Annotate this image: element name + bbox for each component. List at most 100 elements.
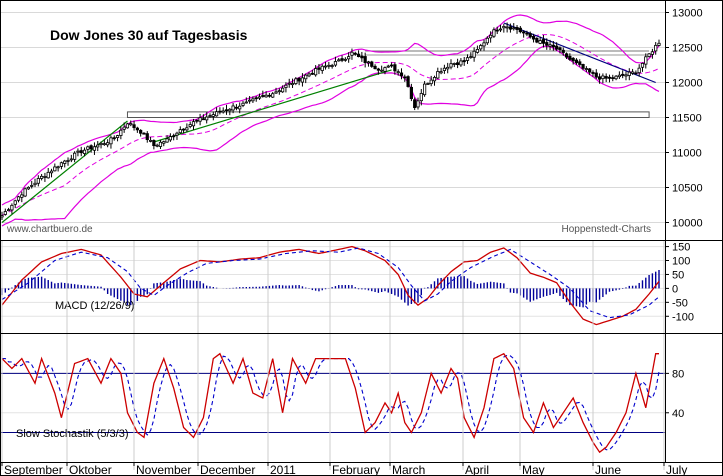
macd-tick-label: 100	[672, 256, 690, 268]
lower-band	[1, 45, 660, 227]
candle-body	[109, 137, 113, 145]
candle-body	[115, 135, 120, 138]
candle-body	[337, 59, 341, 62]
candle-body	[654, 44, 658, 52]
x-axis-months: September Oktober November December 2011 Febr…	[1, 241, 687, 476]
candle-body	[300, 77, 305, 83]
candle-body	[13, 200, 17, 205]
candle-body	[89, 145, 93, 150]
candle-body	[426, 83, 430, 85]
candle-body	[597, 76, 602, 80]
candle-body	[594, 72, 598, 78]
candle-body	[191, 121, 196, 127]
candle-body	[142, 132, 146, 135]
middle-band	[1, 34, 660, 216]
candle-body	[588, 68, 592, 73]
candle-body	[611, 77, 615, 80]
source-left: www.chartbuero.de	[6, 224, 93, 235]
price-tick-label: 10500	[672, 183, 703, 195]
candle-body	[512, 27, 516, 30]
candle-body	[366, 61, 371, 64]
candle-body	[218, 110, 222, 113]
candle-body	[456, 62, 460, 66]
candle-body	[525, 32, 529, 35]
candle-body	[465, 57, 470, 61]
candle-body	[135, 127, 139, 131]
macd-tick-label: 0	[672, 283, 678, 295]
candle-body	[0, 215, 4, 218]
candle-body	[627, 71, 631, 76]
candle-body	[106, 142, 110, 146]
candle-body	[99, 142, 103, 146]
candle-body	[16, 196, 21, 201]
candle-body	[370, 61, 374, 67]
candle-body	[439, 71, 443, 74]
candle-body	[515, 27, 519, 30]
candle-body	[228, 108, 232, 112]
candle-body	[522, 31, 526, 34]
candle-body	[82, 149, 87, 154]
candle-body	[601, 75, 605, 80]
candle-body	[432, 77, 437, 82]
candle-body	[551, 44, 555, 48]
candle-body	[323, 65, 328, 68]
candle-body	[393, 64, 397, 72]
candle-body	[139, 129, 143, 134]
candle-body	[353, 52, 357, 55]
candle-body	[330, 65, 334, 67]
candle-body	[195, 119, 199, 122]
macd-label: MACD (12/26/9)	[55, 300, 134, 312]
resistance-line	[365, 50, 650, 56]
candle-body	[234, 106, 239, 109]
price-tick-label: 12000	[672, 78, 703, 90]
candle-body	[614, 75, 618, 80]
candle-body	[333, 61, 338, 66]
candle-body	[290, 83, 295, 86]
stochastic-label: Slow Stochastik (5/3/3)	[16, 428, 129, 440]
candle-body	[59, 162, 64, 167]
candle-body	[46, 171, 50, 179]
month-label: November	[136, 463, 191, 476]
candle-body	[541, 39, 546, 44]
stochastic-levels	[0, 372, 665, 433]
candle-body	[244, 101, 248, 104]
candle-body	[231, 105, 235, 111]
price-y-axis: 10000 10500 11000 11500 12000 12500 13000	[665, 8, 703, 230]
candle-body	[294, 78, 298, 84]
candle-body	[535, 37, 539, 43]
candle-body	[538, 40, 542, 44]
candle-body	[69, 158, 73, 161]
candle-body	[112, 137, 116, 140]
candle-body	[389, 64, 394, 67]
candle-body	[257, 96, 262, 99]
candle-body	[155, 144, 159, 147]
candle-body	[168, 136, 172, 141]
candle-body	[33, 182, 37, 186]
candle-body	[162, 141, 166, 144]
candle-body	[462, 60, 466, 63]
month-label: April	[465, 463, 489, 476]
candle-body	[406, 76, 410, 87]
candle-body	[650, 51, 654, 55]
candle-body	[419, 92, 423, 102]
macd-tick-label: 150	[672, 242, 690, 254]
candle-body	[284, 84, 288, 88]
candle-body	[327, 64, 331, 67]
month-label: May	[522, 463, 545, 476]
candle-body	[56, 166, 60, 169]
candle-body	[607, 76, 612, 79]
candle-body	[307, 73, 311, 77]
candle-body	[449, 63, 453, 68]
candle-body	[644, 56, 648, 65]
candle-body	[26, 186, 31, 190]
candle-body	[479, 45, 483, 50]
candle-body	[96, 144, 100, 148]
candle-body	[416, 100, 420, 108]
candle-body	[376, 68, 380, 71]
candle-body	[73, 152, 77, 160]
price-tick-label: 12500	[672, 43, 703, 55]
candle-body	[604, 76, 608, 79]
price-candles	[0, 22, 661, 221]
candle-body	[23, 188, 27, 197]
source-right: Hoppenstedt-Charts	[562, 224, 652, 235]
